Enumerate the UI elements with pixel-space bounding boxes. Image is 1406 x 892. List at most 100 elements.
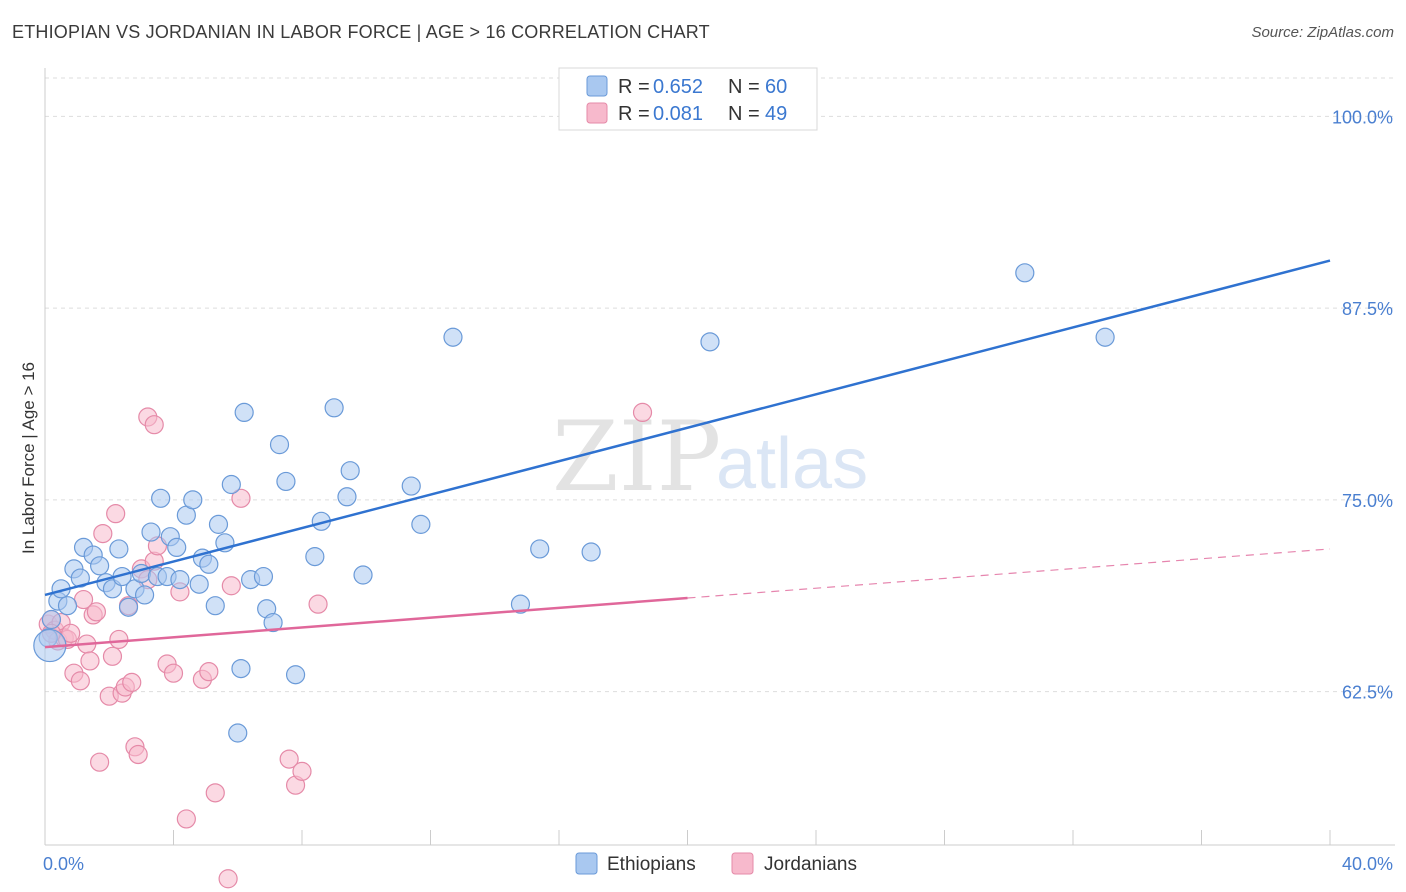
jordanian-point-12 (80, 651, 100, 671)
ethiopian-point-58 (1095, 327, 1115, 347)
ethiopian-point-30 (205, 596, 225, 616)
legend-r-value-1: 0.652 (653, 76, 703, 98)
y-axis-label: In Labor Force | Age > 16 (19, 362, 38, 554)
ethiopian-point-29 (199, 554, 219, 574)
y-tick-label-0: 62.5% (1342, 683, 1393, 703)
ethiopian-point-23 (167, 537, 187, 558)
jordanian-point-24 (122, 672, 142, 692)
ethiopian-point-20 (151, 488, 171, 508)
legend-swatch-ethiopians (586, 75, 608, 97)
jordanian-point-9 (70, 671, 90, 691)
trend-lines (44, 259, 1331, 649)
ethiopian-point-6 (70, 568, 90, 588)
jordanian-point-42 (231, 488, 251, 508)
bottom-legend-jordanians: Jordanians (764, 854, 857, 875)
ethiopian-point-31 (208, 514, 229, 534)
ethiopian-point-46 (324, 398, 344, 418)
ethiopian-point-54 (530, 539, 550, 559)
jordanian-point-45 (292, 761, 312, 781)
watermark: ZIP atlas (552, 401, 868, 513)
ethiopian-point-53 (510, 594, 531, 614)
ethiopian-point-27 (189, 574, 209, 594)
jordanian-trend-line-dashed (687, 548, 1331, 599)
jordanian-point-15 (90, 752, 110, 772)
legend-r-label-1: R = (618, 76, 650, 98)
jordanian-point-19 (106, 504, 126, 524)
axes (44, 68, 1395, 846)
ethiopian-point-17 (134, 585, 155, 605)
ethiopian-point-9 (90, 556, 110, 576)
ethiopian-point-44 (305, 547, 325, 567)
bottom-legend-ethiopians: Ethiopians (607, 854, 696, 875)
ethiopian-point-51 (411, 514, 431, 534)
ethiopian-point-12 (109, 539, 129, 559)
ethiopian-point-50 (401, 476, 421, 496)
jordanian-point-41 (218, 869, 238, 889)
ethiopian-point-52 (443, 327, 463, 347)
legend: R = 0.652 N = 60 R = 0.081 N = 49 (558, 67, 818, 131)
ethiopian-point-57 (1015, 263, 1035, 283)
jordanian-point-34 (163, 663, 184, 683)
ethiopian-point-43 (285, 665, 306, 685)
jordanian-point-14 (86, 602, 107, 622)
ethiopian-point-26 (183, 490, 203, 510)
bottom-legend-swatch-ethiopians (575, 852, 598, 875)
ethiopian-point-34 (228, 723, 248, 743)
y-tick-labels: 62.5% 75.0% 87.5% 100.0% (1332, 107, 1393, 702)
chart-source: Source: ZipAtlas.com (1251, 24, 1394, 41)
watermark-atlas: atlas (716, 424, 868, 504)
legend-n-label-1: N = (728, 76, 760, 98)
jordanian-point-40 (221, 576, 241, 596)
y-tick-label-1: 75.0% (1342, 491, 1393, 511)
jordanian-point-18 (102, 646, 123, 666)
ethiopian-point-56 (700, 332, 720, 352)
ethiopian-point-41 (269, 435, 290, 455)
x-tick-label-1: 40.0% (1342, 854, 1393, 874)
grid-lines (45, 77, 1395, 693)
jordanian-trend-line-solid (44, 596, 688, 649)
jordanian-point-43 (279, 749, 299, 769)
jordanian-point-26 (128, 744, 148, 765)
jordanian-point-7 (61, 623, 81, 643)
x-tick-label-0: 0.0% (43, 854, 84, 874)
bottom-legend-swatch-jordanians (731, 852, 754, 875)
y-tick-label-3: 100.0% (1332, 107, 1393, 127)
ethiopian-point-33 (221, 474, 241, 495)
legend-r-label-2: R = (618, 103, 650, 125)
y-axis-label-group: In Labor Force | Age > 16 (19, 362, 38, 554)
ethiopian-point-4 (57, 596, 78, 616)
jordanian-point-38 (199, 662, 219, 682)
legend-n-label-2: N = (728, 103, 760, 125)
ethiopian-point-47 (337, 487, 357, 507)
jordanian-point-36 (176, 809, 196, 829)
ethiopian-point-36 (234, 402, 254, 423)
ethiopian-trend-line (44, 259, 1331, 597)
ethiopian-point-1 (41, 609, 62, 630)
legend-r-value-2: 0.081 (653, 103, 703, 125)
ethiopian-point-14 (118, 597, 139, 617)
legend-n-value-2: 49 (765, 103, 787, 125)
chart-title: ETHIOPIAN VS JORDANIAN IN LABOR FORCE | … (12, 22, 710, 42)
ethiopian-point-55 (581, 542, 601, 562)
ethiopian-point-38 (253, 566, 274, 587)
jordanian-point-39 (205, 783, 225, 803)
x-tick-labels: 0.0% 40.0% (43, 854, 1393, 874)
y-tick-label-2: 87.5% (1342, 299, 1393, 319)
ethiopian-point-42 (276, 471, 296, 492)
jordanian-point-31 (144, 415, 164, 435)
legend-n-value-1: 60 (765, 76, 787, 98)
bottom-legend: Ethiopians Jordanians (575, 852, 857, 875)
jordanian-point-20 (109, 629, 129, 650)
ethiopian-points (33, 263, 1115, 743)
legend-swatch-jordanians (586, 102, 608, 124)
ethiopian-point-18 (141, 522, 161, 542)
jordanian-point-47 (632, 402, 653, 423)
ethiopian-point-40 (263, 612, 283, 633)
ethiopian-point-49 (353, 565, 373, 585)
ethiopian-point-24 (170, 570, 190, 590)
ethiopian-point-48 (340, 461, 360, 481)
ethiopian-point-35 (231, 658, 251, 679)
jordanian-point-16 (93, 523, 113, 544)
jordanian-point-46 (308, 594, 328, 614)
